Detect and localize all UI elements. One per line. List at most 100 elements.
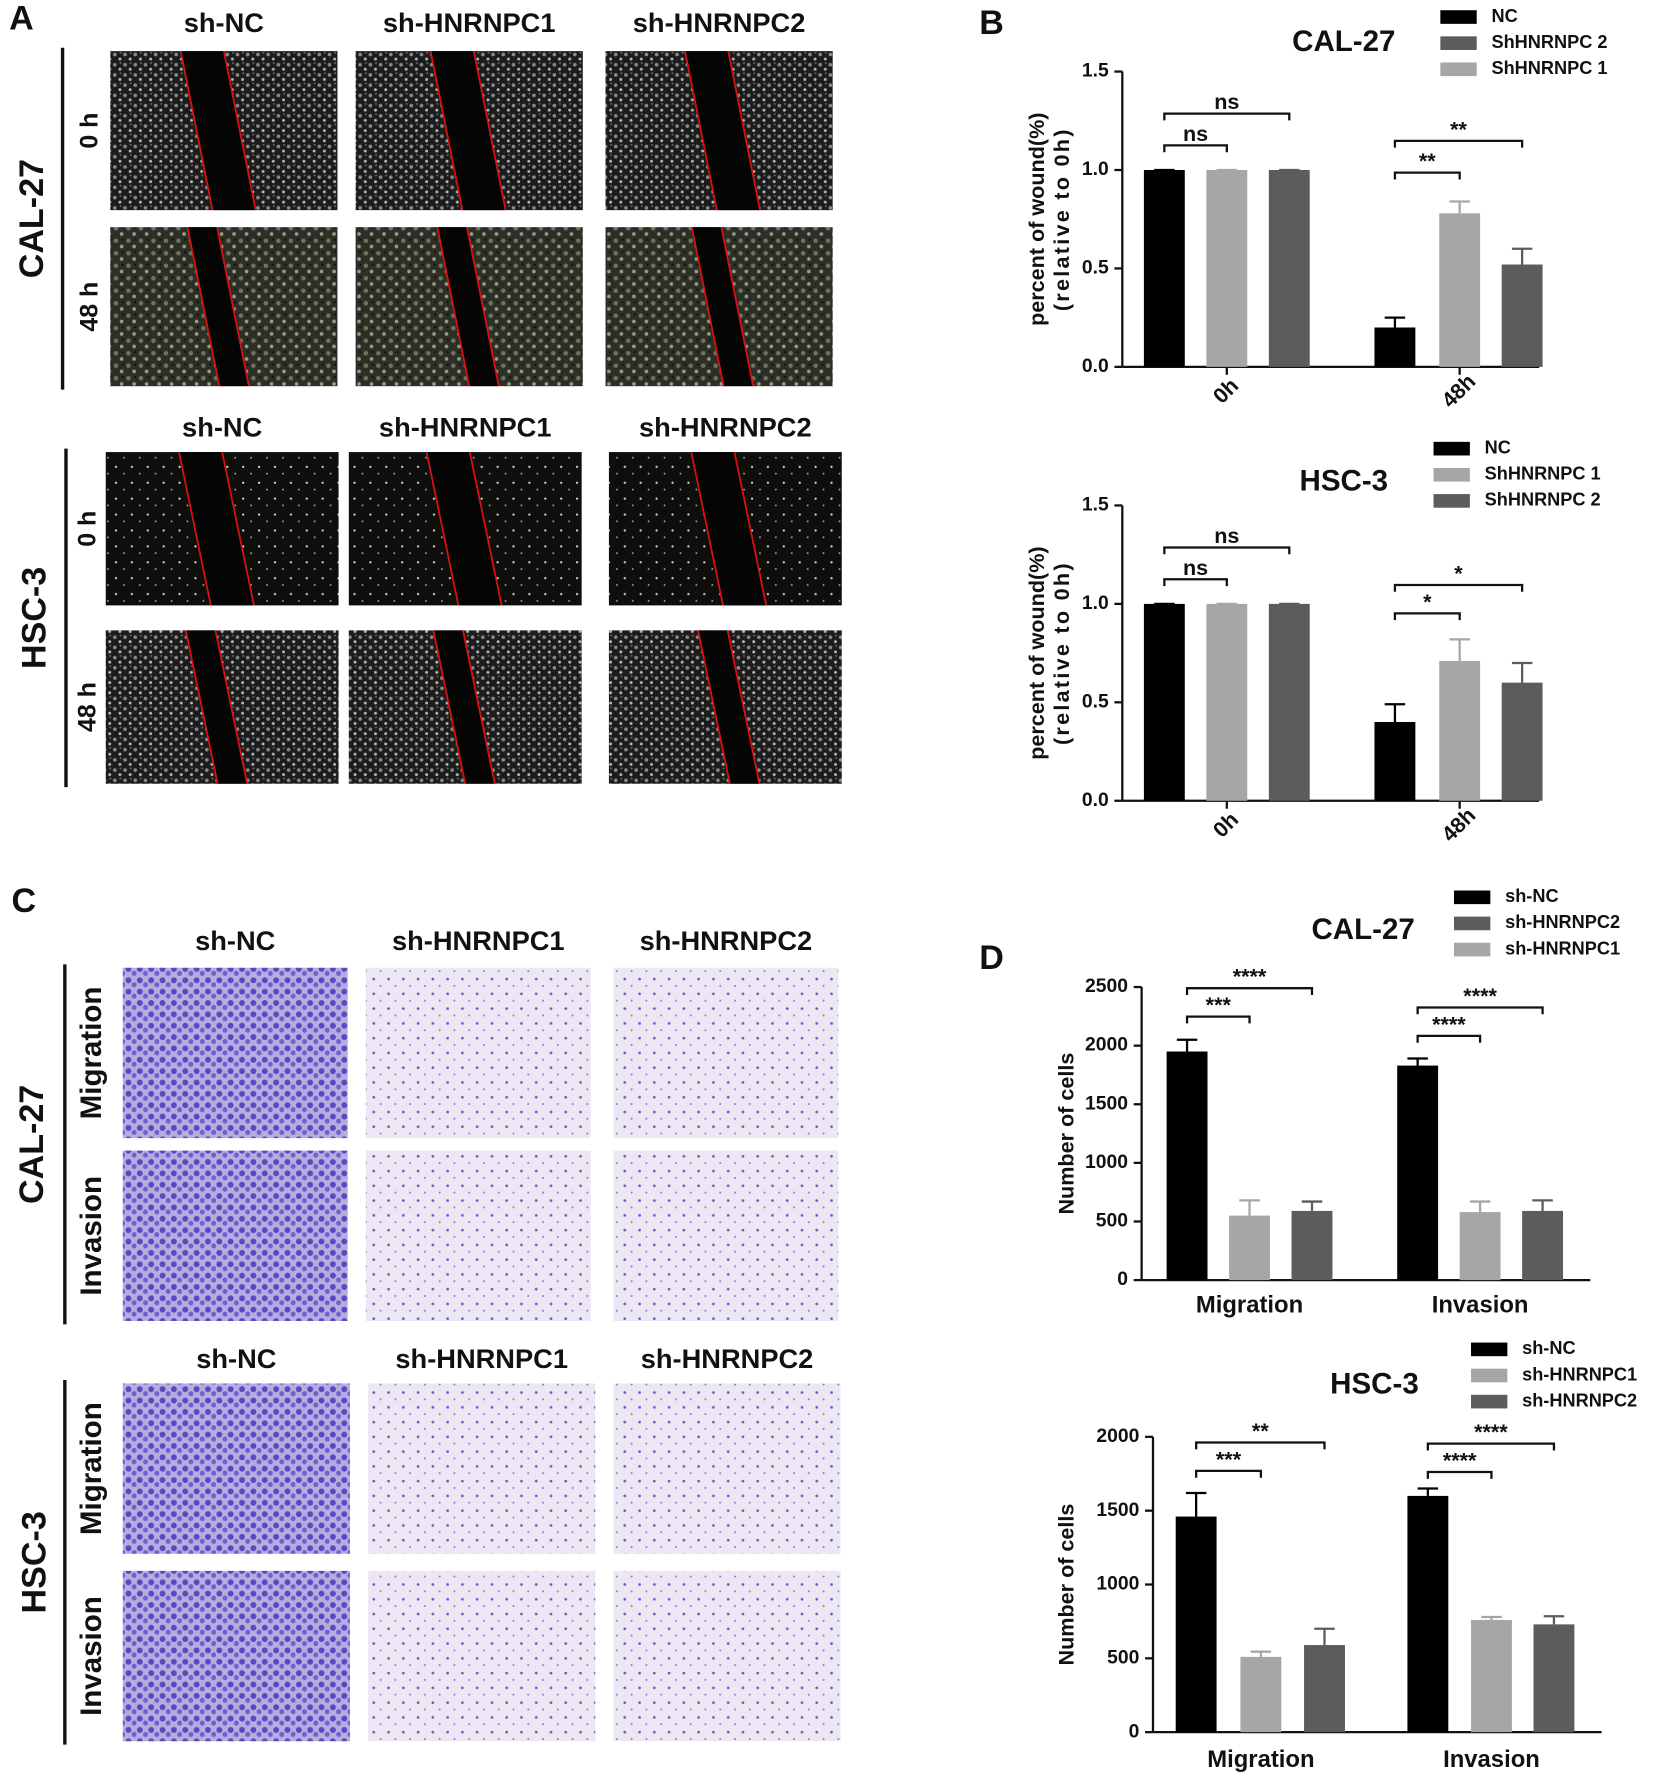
significance-label: *** xyxy=(1206,992,1232,1017)
legend-label: sh-NC xyxy=(1522,1338,1575,1358)
micrograph xyxy=(122,967,348,1139)
bar xyxy=(1166,1051,1208,1281)
bar xyxy=(1374,722,1416,801)
legend-swatch xyxy=(1433,467,1470,482)
significance-label: **** xyxy=(1443,1448,1477,1473)
significance-label: **** xyxy=(1474,1419,1508,1444)
x-tick-label: 48h xyxy=(1436,802,1480,846)
significance-bracket xyxy=(1185,987,1314,995)
legend-swatch xyxy=(1440,10,1477,24)
significance-label: *** xyxy=(1216,1446,1242,1471)
wound-gap xyxy=(691,452,767,606)
micrograph xyxy=(122,1570,350,1742)
micrograph xyxy=(122,1383,350,1554)
significance-bracket xyxy=(1163,578,1228,587)
wound-edge xyxy=(425,451,460,606)
wound-gap xyxy=(433,630,495,784)
significance-label: ns xyxy=(1183,121,1208,146)
column-header: sh-NC xyxy=(195,925,275,956)
error-bar xyxy=(1407,1057,1428,1066)
panel-label: B xyxy=(979,4,1004,42)
row-label: Invasion xyxy=(75,1176,108,1296)
y-axis-label: percent of wound(%) xyxy=(1024,113,1049,326)
bar xyxy=(1407,1495,1449,1733)
column-header: sh-HNRNPC1 xyxy=(379,412,552,443)
significance-label: ns xyxy=(1183,555,1208,580)
wound-edge xyxy=(472,50,507,211)
row-label: 0 h xyxy=(73,511,101,547)
error-bar xyxy=(1384,316,1406,328)
column-header: sh-HNRNPC2 xyxy=(639,412,812,443)
error-bar xyxy=(1543,1615,1565,1625)
y-axis-label: Number of cells xyxy=(1054,1504,1079,1666)
significance-bracket xyxy=(1195,1469,1263,1478)
wound-gap xyxy=(426,452,502,606)
wound-edge xyxy=(462,630,496,784)
micrograph xyxy=(613,1570,841,1742)
panel-label: A xyxy=(9,0,34,37)
significance-bracket xyxy=(1416,1006,1544,1015)
legend-swatch xyxy=(1440,62,1477,77)
row-label: 0 h xyxy=(76,113,104,149)
significance-label: **** xyxy=(1463,983,1497,1008)
wound-edge xyxy=(178,451,212,606)
y-tick-label: 500 xyxy=(1096,1211,1128,1232)
chart-title: CAL-27 xyxy=(1311,913,1414,946)
y-tick-label: 1500 xyxy=(1096,1500,1139,1521)
y-tick-label: 1.5 xyxy=(1082,495,1109,516)
y-tick-label: 1.5 xyxy=(1082,61,1109,82)
y-tick-label: 1.0 xyxy=(1082,159,1109,180)
column-header: sh-NC xyxy=(196,1343,276,1374)
y-axis-label: (relative to 0h) xyxy=(1049,561,1074,745)
significance-bracket xyxy=(1393,612,1461,621)
bar xyxy=(1229,1215,1270,1281)
x-tick-label: Migration xyxy=(1207,1746,1314,1773)
x-tick-label: 0h xyxy=(1208,373,1243,408)
x-tick-label: Invasion xyxy=(1443,1746,1540,1773)
cell-line-label: CAL-27 xyxy=(13,159,51,278)
error-bar xyxy=(1532,1199,1553,1211)
significance-bracket xyxy=(1163,546,1291,555)
x-tick-label: 0h xyxy=(1208,807,1243,842)
micrograph xyxy=(365,1150,591,1321)
chart-title: HSC-3 xyxy=(1300,465,1389,498)
bar xyxy=(1459,1212,1501,1281)
wound-edge xyxy=(697,630,731,784)
legend-label: sh-HNRNPC1 xyxy=(1522,1364,1637,1384)
column-header: sh-NC xyxy=(184,7,264,38)
legend-label: sh-HNRNPC2 xyxy=(1522,1390,1637,1410)
bar xyxy=(1501,682,1543,801)
wound-edge xyxy=(223,50,257,211)
wound-gap xyxy=(185,630,248,784)
legend-label: ShHNRNPC 1 xyxy=(1491,58,1607,78)
row-label: Invasion xyxy=(75,1596,108,1716)
x-tick-label: Migration xyxy=(1196,1292,1303,1319)
wound-edge xyxy=(684,50,718,211)
wound-gap xyxy=(187,227,249,387)
wound-edge xyxy=(726,630,761,784)
column-header: sh-HNRNPC2 xyxy=(641,1343,814,1374)
wound-gap xyxy=(179,452,254,606)
bar xyxy=(1175,1516,1217,1733)
micrograph xyxy=(613,1383,841,1554)
cell-line-label: CAL-27 xyxy=(13,1085,51,1204)
significance-label: ns xyxy=(1214,523,1239,548)
y-tick-label: 0.0 xyxy=(1082,356,1109,377)
wound-edge xyxy=(216,227,250,387)
y-axis-label: Number of cells xyxy=(1054,1053,1079,1215)
bar xyxy=(1206,603,1248,801)
micrograph xyxy=(122,1150,348,1321)
column-header: sh-HNRNPC1 xyxy=(392,925,565,956)
wound-gap xyxy=(180,51,256,211)
error-bar xyxy=(1449,200,1470,214)
y-tick-label: 0.0 xyxy=(1082,790,1109,811)
y-tick-label: 500 xyxy=(1107,1647,1139,1668)
cell-line-label: HSC-3 xyxy=(15,1511,53,1613)
row-label: 48 h xyxy=(76,282,104,332)
error-bar xyxy=(1176,1038,1198,1052)
legend-swatch xyxy=(1433,441,1470,456)
significance-bracket xyxy=(1426,1442,1556,1451)
wound-edge xyxy=(429,50,464,211)
bar xyxy=(1240,1656,1282,1733)
